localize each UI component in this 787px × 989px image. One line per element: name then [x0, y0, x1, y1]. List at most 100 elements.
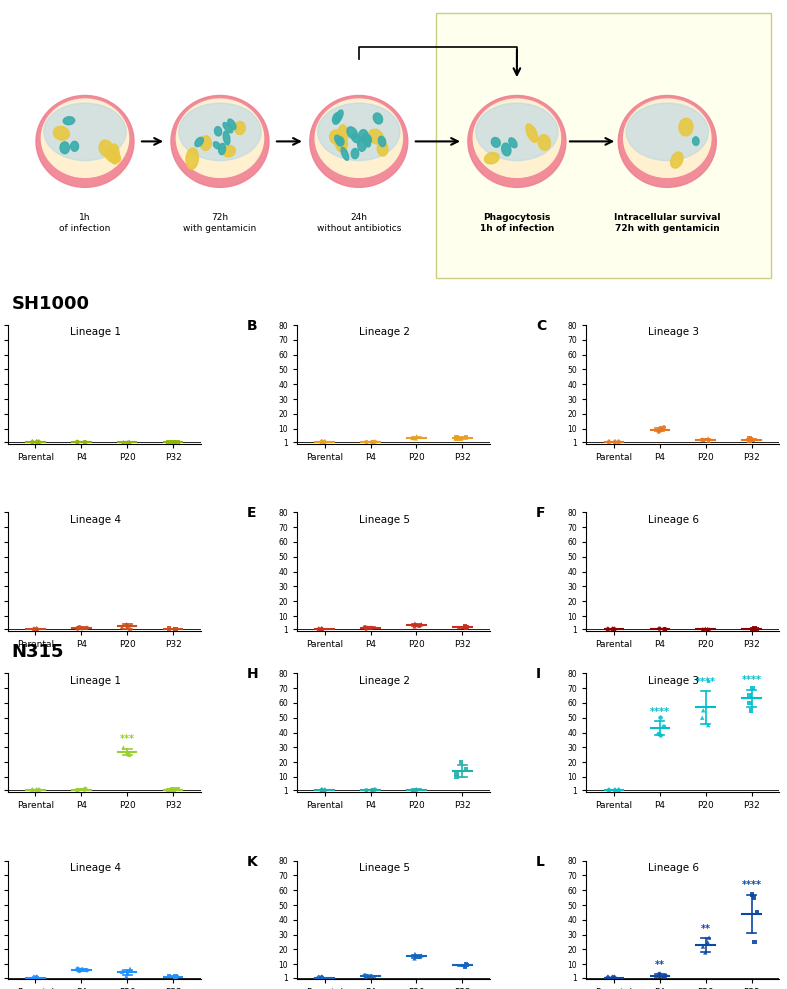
- Text: Lineage 3: Lineage 3: [648, 675, 699, 685]
- Ellipse shape: [315, 99, 402, 177]
- Point: [748, 935, 761, 950]
- Point: [654, 710, 667, 726]
- Point: [316, 782, 328, 798]
- Point: [162, 434, 175, 450]
- Point: [123, 747, 135, 763]
- Ellipse shape: [334, 135, 342, 144]
- Point: [606, 621, 619, 637]
- Point: [80, 620, 93, 636]
- Point: [26, 782, 39, 798]
- Point: [123, 434, 135, 450]
- Point: [408, 615, 421, 631]
- Point: [409, 430, 422, 446]
- Point: [360, 782, 373, 798]
- Point: [659, 967, 671, 983]
- Point: [653, 621, 666, 637]
- Point: [76, 620, 88, 636]
- Ellipse shape: [485, 152, 499, 164]
- Point: [407, 782, 419, 798]
- Point: [28, 970, 40, 986]
- Point: [312, 970, 325, 986]
- Text: ***: ***: [120, 734, 135, 744]
- Point: [366, 782, 379, 798]
- Ellipse shape: [227, 119, 236, 130]
- Text: Lineage 4: Lineage 4: [69, 863, 120, 873]
- Point: [163, 968, 176, 984]
- Point: [359, 619, 371, 635]
- Point: [360, 969, 372, 985]
- Ellipse shape: [36, 96, 134, 187]
- Point: [699, 621, 711, 637]
- Text: ****: ****: [741, 675, 762, 685]
- Point: [696, 431, 708, 447]
- Text: Lineage 3: Lineage 3: [648, 327, 699, 337]
- Point: [696, 710, 708, 726]
- Point: [71, 434, 83, 450]
- Point: [702, 430, 715, 446]
- Point: [120, 968, 133, 984]
- Ellipse shape: [105, 150, 120, 163]
- Point: [460, 620, 472, 636]
- Ellipse shape: [626, 103, 708, 160]
- Ellipse shape: [186, 148, 198, 169]
- Point: [368, 781, 381, 797]
- Ellipse shape: [42, 99, 128, 177]
- Text: **: **: [655, 960, 665, 970]
- Point: [366, 434, 379, 450]
- Ellipse shape: [351, 148, 359, 158]
- Ellipse shape: [99, 140, 113, 156]
- Point: [124, 961, 136, 977]
- Point: [460, 429, 472, 445]
- Ellipse shape: [364, 137, 371, 147]
- Point: [312, 621, 325, 637]
- Text: E: E: [247, 506, 257, 520]
- Text: L: L: [536, 854, 545, 868]
- Point: [697, 432, 710, 448]
- Ellipse shape: [357, 136, 367, 151]
- Point: [413, 618, 426, 634]
- Point: [696, 621, 709, 637]
- Point: [450, 430, 463, 446]
- Point: [32, 434, 45, 450]
- Ellipse shape: [176, 99, 264, 177]
- Point: [406, 430, 419, 446]
- Text: N315: N315: [12, 643, 65, 661]
- Point: [79, 434, 91, 450]
- Point: [361, 620, 374, 636]
- Point: [746, 680, 759, 696]
- Text: Lineage 1: Lineage 1: [69, 675, 120, 685]
- Ellipse shape: [171, 96, 269, 187]
- Ellipse shape: [310, 96, 408, 187]
- Point: [31, 621, 43, 637]
- Ellipse shape: [473, 99, 560, 177]
- Point: [745, 887, 758, 903]
- Ellipse shape: [347, 127, 357, 138]
- Point: [123, 434, 135, 450]
- Point: [316, 434, 328, 450]
- Point: [169, 621, 182, 637]
- Point: [743, 430, 756, 446]
- Ellipse shape: [336, 137, 347, 151]
- Point: [124, 621, 136, 637]
- Point: [459, 958, 471, 974]
- Ellipse shape: [359, 130, 368, 141]
- Point: [746, 432, 759, 448]
- Point: [608, 434, 621, 450]
- Ellipse shape: [223, 123, 233, 133]
- Point: [408, 618, 421, 634]
- Point: [459, 619, 471, 635]
- Ellipse shape: [330, 130, 343, 144]
- Ellipse shape: [215, 127, 222, 135]
- Point: [121, 744, 134, 760]
- Point: [601, 621, 614, 637]
- Point: [748, 621, 760, 637]
- Ellipse shape: [509, 137, 517, 147]
- Ellipse shape: [619, 96, 716, 187]
- Point: [76, 961, 88, 977]
- FancyBboxPatch shape: [436, 13, 771, 278]
- Point: [80, 962, 93, 978]
- Ellipse shape: [352, 135, 360, 142]
- Point: [603, 782, 615, 798]
- Point: [460, 956, 472, 972]
- Point: [460, 957, 473, 973]
